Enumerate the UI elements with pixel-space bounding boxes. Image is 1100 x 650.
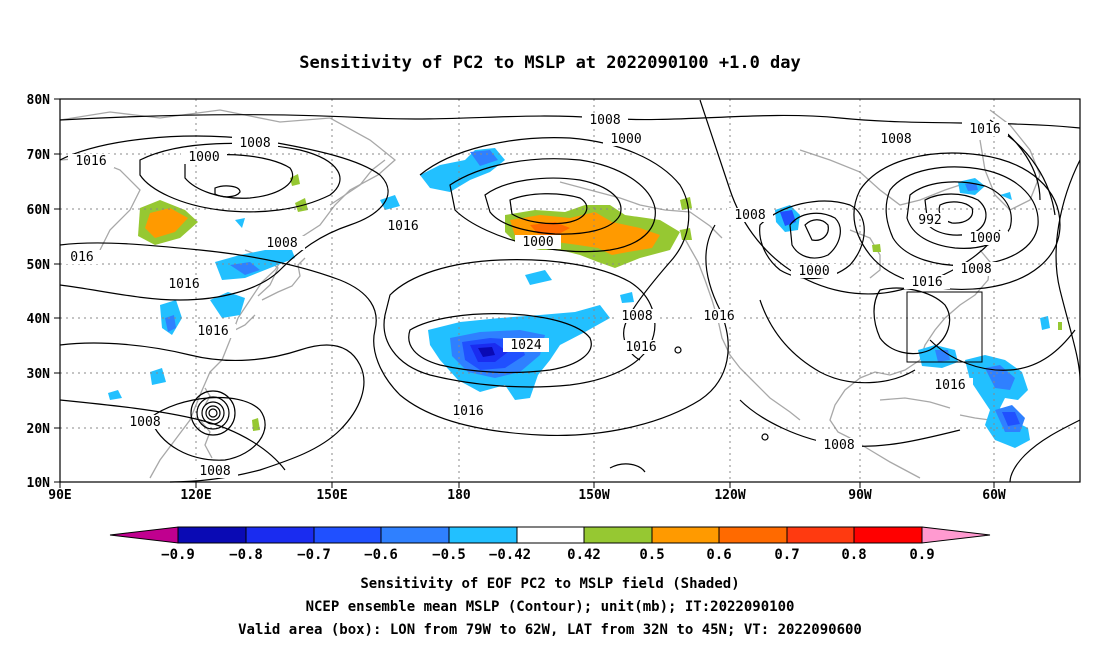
colorbar-tick: 0.6 <box>706 547 731 563</box>
contour-label: 1016 <box>452 404 483 419</box>
contour-label: 1016 <box>934 378 965 393</box>
colorbar-tick: −0.6 <box>364 547 398 563</box>
contour-label: 1008 <box>199 464 230 479</box>
contour-label: 1016 <box>75 154 106 169</box>
colorbar-tick: 0.9 <box>909 547 934 563</box>
colorbar-swatch <box>583 526 653 544</box>
lon-label: 90E <box>48 488 71 503</box>
colorbar-tick: 0.5 <box>639 547 664 563</box>
lon-label: 150E <box>316 488 347 503</box>
contour-label: 1008 <box>266 236 297 251</box>
contour-label: 1008 <box>823 438 854 453</box>
colorbar-tick: 0.7 <box>774 547 799 563</box>
colorbar-tick: 0.8 <box>841 547 866 563</box>
contour-label: 1016 <box>168 277 199 292</box>
colorbar-tick: −0.5 <box>432 547 466 563</box>
lat-label: 70N <box>27 148 51 163</box>
colorbar-swatch <box>448 526 518 544</box>
colorbar-tick: −0.42 <box>489 547 531 563</box>
colorbar-swatch <box>786 526 855 544</box>
contour-label: 1016 <box>703 309 734 324</box>
caption-valid-area: Valid area (box): LON from 79W to 62W, L… <box>238 622 862 638</box>
colorbar-swatch <box>245 526 315 544</box>
contour-label: 1016 <box>911 275 942 290</box>
lon-label: 90W <box>848 488 872 503</box>
contour-label: 992 <box>918 213 941 228</box>
contour-label: 1000 <box>188 150 219 165</box>
lat-axis-labels: 80N 70N 60N 50N 40N 30N 20N 10N <box>27 93 51 491</box>
colorbar-swatch <box>313 526 382 544</box>
contour-labels: 1008 1000 1008 1016 1008 1000 1016 1008 … <box>62 113 1008 479</box>
colorbar-tick: −0.7 <box>297 547 331 563</box>
lat-label: 20N <box>27 422 51 437</box>
contour-label: 1008 <box>589 113 620 128</box>
contour-label: 1008 <box>239 136 270 151</box>
colorbar-swatch <box>853 526 923 544</box>
valid-area-box <box>906 291 983 363</box>
colorbar-tick-labels: −0.9 −0.8 −0.7 −0.6 −0.5 −0.42 0.42 0.5 … <box>161 547 935 563</box>
colorbar-swatch <box>516 526 585 544</box>
lat-label: 40N <box>27 312 51 327</box>
lat-label: 60N <box>27 203 51 218</box>
lat-label: 50N <box>27 258 51 273</box>
lat-label: 30N <box>27 367 51 382</box>
contour-label: 1000 <box>522 235 553 250</box>
map-panel: 1008 1000 1008 1016 1008 1000 1016 1008 … <box>27 93 1081 503</box>
contour-label: 1000 <box>798 264 829 279</box>
lon-axis-labels: 90E 120E 150E 180 150W 120W 90W 60W <box>48 488 1006 503</box>
contour-label: 1008 <box>734 208 765 223</box>
colorbar-swatch <box>718 526 788 544</box>
lon-label: 120W <box>714 488 745 503</box>
contour-label: 1008 <box>621 309 652 324</box>
figure-captions: Sensitivity of EOF PC2 to MSLP field (Sh… <box>238 576 862 638</box>
caption-shading: Sensitivity of EOF PC2 to MSLP field (Sh… <box>360 576 739 592</box>
contour-label: 1016 <box>197 324 228 339</box>
contour-label: 016 <box>70 250 93 265</box>
lon-label: 150W <box>578 488 609 503</box>
lat-label: 10N <box>27 476 51 491</box>
lat-label: 80N <box>27 93 51 108</box>
colorbar-swatch <box>380 526 450 544</box>
colorbar-low-arrow <box>109 526 179 544</box>
colorbar-tick: −0.9 <box>161 547 195 563</box>
colorbar-tick: 0.42 <box>567 547 601 563</box>
contour-label: 1016 <box>625 340 656 355</box>
contour-label: 1024 <box>510 338 541 353</box>
figure-title: Sensitivity of PC2 to MSLP at 2022090100… <box>299 53 801 73</box>
contour-label: 1008 <box>960 262 991 277</box>
map-border <box>59 98 1081 483</box>
lon-label: 120E <box>180 488 211 503</box>
contour-label: 1000 <box>969 231 1000 246</box>
lon-label: 60W <box>982 488 1006 503</box>
caption-contour: NCEP ensemble mean MSLP (Contour); unit(… <box>306 599 795 615</box>
contour-label: 1008 <box>129 415 160 430</box>
contour-label: 1000 <box>610 132 641 147</box>
contour-label: 1008 <box>880 132 911 147</box>
colorbar-high-arrow <box>921 526 991 544</box>
lon-label: 180 <box>447 488 471 503</box>
colorbar: −0.9 −0.8 −0.7 −0.6 −0.5 −0.42 0.42 0.5 … <box>109 526 991 563</box>
sensitivity-shading <box>108 148 1062 448</box>
colorbar-swatch <box>651 526 720 544</box>
contour-label: 1016 <box>387 219 418 234</box>
colorbar-swatch <box>177 526 247 544</box>
contour-label: 1016 <box>969 122 1000 137</box>
colorbar-tick: −0.8 <box>229 547 263 563</box>
